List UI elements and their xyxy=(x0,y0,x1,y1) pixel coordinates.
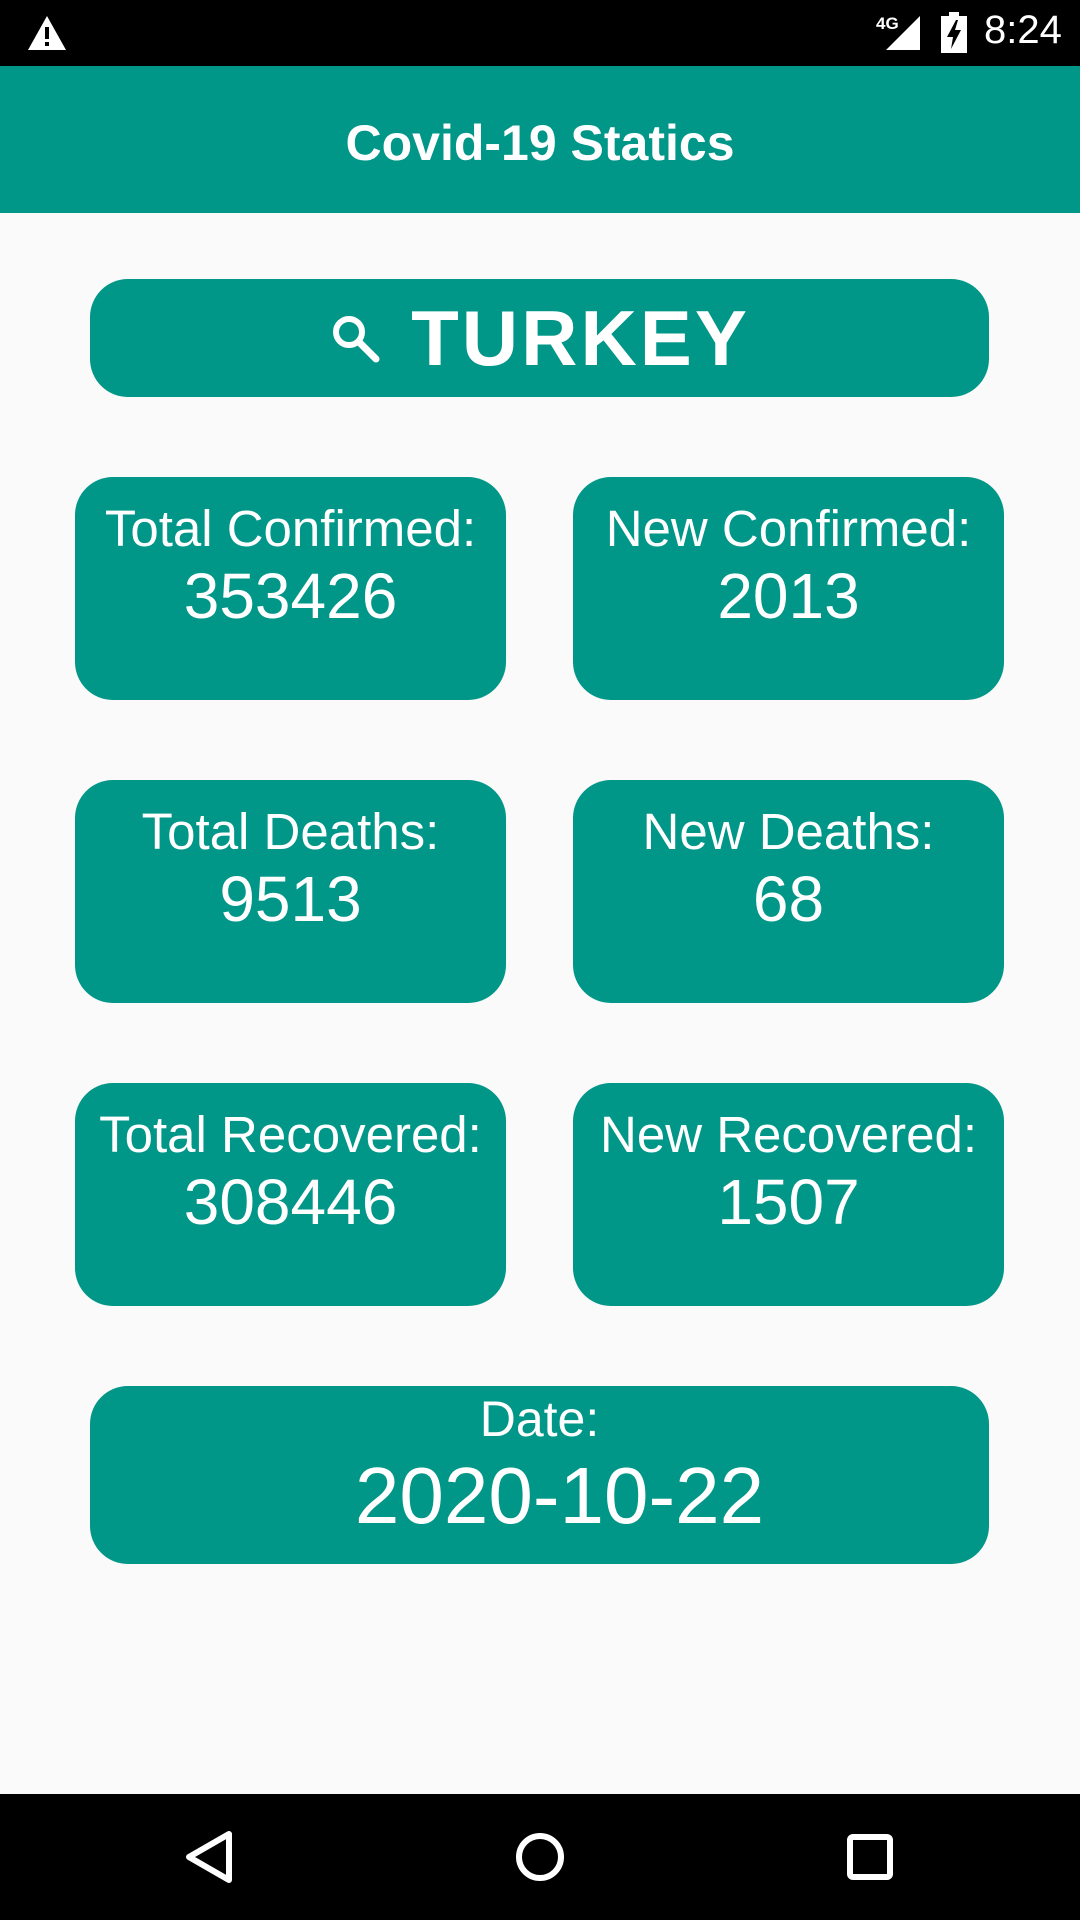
stat-value: 353426 xyxy=(183,560,398,632)
status-bar: 4G 8:24 xyxy=(0,0,1080,66)
total-confirmed-card: Total Confirmed: 353426 xyxy=(75,477,506,700)
network-type-label: 4G xyxy=(876,14,899,33)
stat-value: 2013 xyxy=(717,560,860,632)
warning-icon xyxy=(28,16,66,50)
total-deaths-card: Total Deaths: 9513 xyxy=(75,780,506,1003)
clock: 8:24 xyxy=(984,8,1062,52)
date-value: 2020-10-22 xyxy=(354,1451,765,1540)
recents-icon[interactable] xyxy=(835,1822,905,1892)
app-bar: Covid-19 Statics xyxy=(0,66,1080,213)
battery-charging-icon xyxy=(941,12,967,53)
stat-label: Total Deaths: xyxy=(141,803,440,860)
stat-value: 68 xyxy=(752,863,825,935)
search-icon xyxy=(333,316,380,363)
date-label: Date: xyxy=(479,1391,600,1447)
stat-value: 1507 xyxy=(717,1166,860,1238)
stat-label: Total Confirmed: xyxy=(104,500,477,557)
navigation-bar xyxy=(0,1794,1080,1920)
stat-label: New Deaths: xyxy=(642,803,935,860)
country-search-button[interactable]: TURKEY xyxy=(90,279,989,397)
date-card: Date: 2020-10-22 xyxy=(90,1386,989,1564)
stat-value: 308446 xyxy=(183,1166,398,1238)
new-confirmed-card: New Confirmed: 2013 xyxy=(573,477,1004,700)
stat-value: 9513 xyxy=(219,863,362,935)
home-icon[interactable] xyxy=(505,1822,575,1892)
back-icon[interactable] xyxy=(175,1822,245,1892)
stat-label: New Confirmed: xyxy=(605,500,972,557)
signal-icon xyxy=(886,16,920,50)
stat-label: New Recovered: xyxy=(600,1106,977,1163)
country-name: TURKEY xyxy=(411,293,750,382)
new-recovered-card: New Recovered: 1507 xyxy=(573,1083,1004,1306)
app-title: Covid-19 Statics xyxy=(345,114,735,171)
new-deaths-card: New Deaths: 68 xyxy=(573,780,1004,1003)
total-recovered-card: Total Recovered: 308446 xyxy=(75,1083,506,1306)
stat-label: Total Recovered: xyxy=(99,1106,482,1163)
